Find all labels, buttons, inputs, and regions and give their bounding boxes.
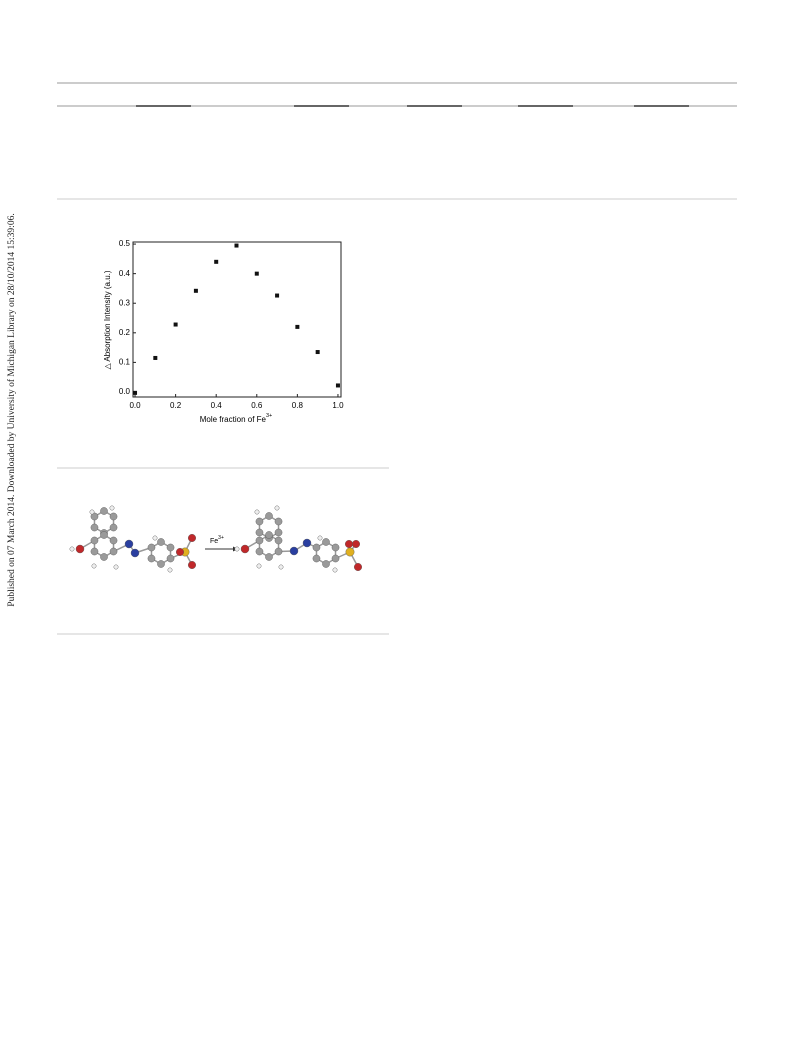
x-axis-label: Mole fraction of Fe3+ <box>200 413 273 424</box>
atom <box>255 547 264 556</box>
atom <box>100 553 108 561</box>
y-tick-label: 0.0 <box>119 387 131 396</box>
atom <box>255 517 264 526</box>
atom <box>109 523 118 532</box>
atom <box>312 543 321 552</box>
x-tick-label: 1.0 <box>332 401 344 410</box>
atom <box>274 517 283 526</box>
x-tick-label: 0.8 <box>292 401 304 410</box>
atom <box>278 564 284 570</box>
point <box>173 322 178 327</box>
x-tick-label: 0.0 <box>129 401 141 410</box>
atom <box>255 528 264 537</box>
atom <box>167 567 173 573</box>
atom <box>90 523 99 532</box>
atom <box>157 538 165 546</box>
atom <box>113 564 119 570</box>
atom <box>256 563 262 569</box>
point <box>275 293 280 298</box>
atom <box>130 548 140 558</box>
atom <box>147 554 156 563</box>
atom <box>265 512 273 520</box>
atom <box>322 560 330 568</box>
x-tick-label: 0.2 <box>170 401 182 410</box>
point <box>234 243 239 248</box>
atom <box>331 543 340 552</box>
atom <box>90 547 99 556</box>
atom <box>187 561 196 570</box>
atom <box>90 512 99 521</box>
x-tick-label: 0.6 <box>251 401 263 410</box>
y-tick-label: 0.3 <box>119 298 131 307</box>
atom <box>302 538 312 548</box>
atom <box>166 554 175 563</box>
point <box>214 259 219 264</box>
atom <box>147 543 156 552</box>
atom <box>317 535 323 541</box>
point <box>295 324 300 329</box>
y-tick-label: 0.5 <box>119 239 131 248</box>
atom <box>109 547 118 556</box>
atom <box>254 509 260 515</box>
atom <box>69 546 75 552</box>
y-tick-label: 0.4 <box>119 269 131 278</box>
point <box>315 350 320 355</box>
atom <box>234 546 240 552</box>
x-tick-label: 0.4 <box>211 401 223 410</box>
atom <box>124 539 134 549</box>
atom <box>274 547 283 556</box>
atom <box>89 509 95 515</box>
atom <box>274 528 283 537</box>
atom <box>265 531 273 539</box>
atom <box>75 544 85 554</box>
reagent-text: Fe <box>210 538 218 545</box>
atom <box>240 544 250 554</box>
reagent: Fe3+ <box>210 535 224 545</box>
atom <box>331 554 340 563</box>
atom <box>265 553 273 561</box>
atom <box>274 536 283 545</box>
atom <box>109 505 115 511</box>
plot-frame <box>132 241 342 398</box>
x-label-sup: 3+ <box>266 413 272 419</box>
atom <box>91 563 97 569</box>
x-label-text: Mole fraction of Fe <box>200 415 267 424</box>
atom <box>289 546 299 556</box>
atom <box>100 531 108 539</box>
atom <box>109 536 118 545</box>
y-axis-label: △ Absorption Intensity (a.u.) <box>103 270 112 369</box>
atom <box>90 536 99 545</box>
point <box>153 355 158 360</box>
atom <box>345 540 354 549</box>
y-tick-label: 0.1 <box>119 358 131 367</box>
atom <box>255 536 264 545</box>
reagent-charge: 3+ <box>218 535 224 541</box>
atom <box>345 547 355 557</box>
atom <box>332 567 338 573</box>
atom <box>152 535 158 541</box>
atom <box>354 563 363 572</box>
atom <box>187 534 196 543</box>
atom <box>109 512 118 521</box>
atom <box>352 540 361 549</box>
point <box>133 390 138 395</box>
atom <box>157 560 165 568</box>
atom <box>322 538 330 546</box>
atom <box>100 507 108 515</box>
atom <box>175 548 184 557</box>
point <box>335 383 340 388</box>
atom <box>274 505 280 511</box>
point <box>254 271 259 276</box>
y-tick-label: 0.2 <box>119 328 131 337</box>
atom <box>312 554 321 563</box>
point <box>193 288 198 293</box>
atom <box>166 543 175 552</box>
